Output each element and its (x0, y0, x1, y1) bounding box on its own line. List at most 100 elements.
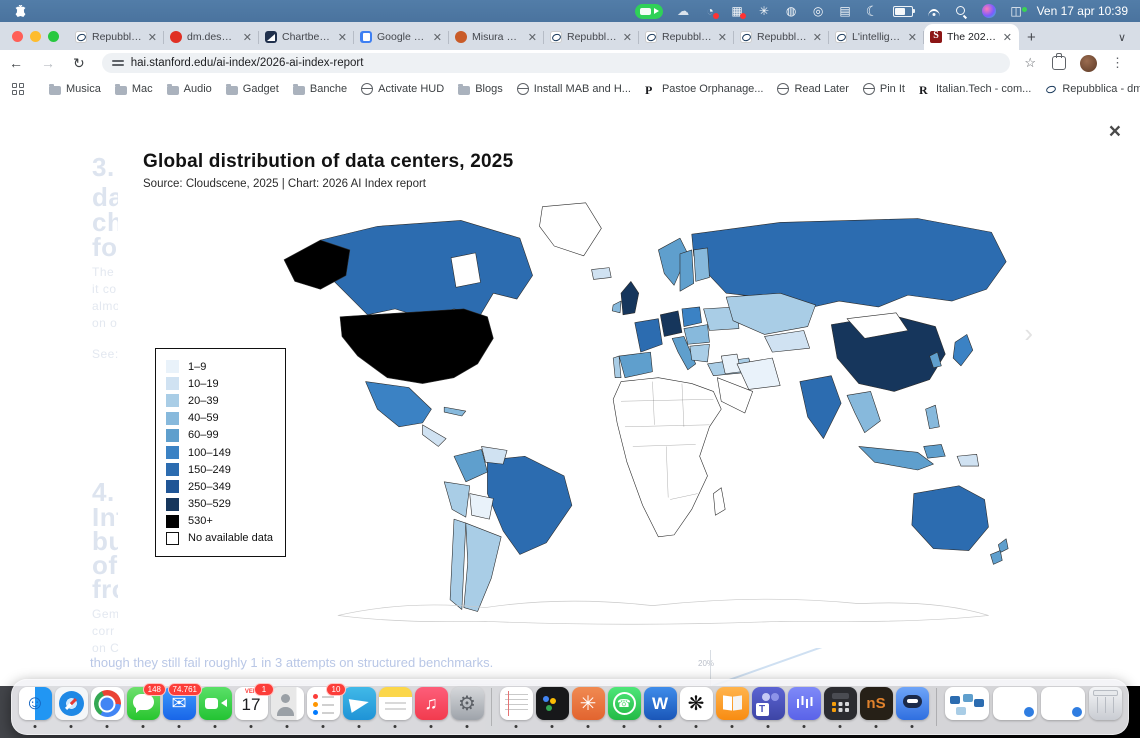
settings-item[interactable] (450, 687, 484, 728)
notes-item[interactable] (378, 687, 412, 728)
trash-item[interactable] (1088, 687, 1122, 727)
tab-search-button[interactable]: ∨ (1117, 32, 1126, 44)
tab-close-icon[interactable]: ✕ (717, 31, 727, 44)
menu-item[interactable] (157, 8, 177, 14)
window-doc-thumb-item[interactable] (992, 687, 1038, 727)
banche-item[interactable]: Banche (286, 80, 354, 98)
menu-item[interactable] (97, 8, 117, 14)
finder-item[interactable] (18, 687, 52, 728)
pastoe-item[interactable]: Pastoe Orphanage... (638, 80, 771, 98)
facetime-item[interactable] (198, 687, 232, 728)
repubblica-dmd-item[interactable]: Repubblica - dm.d... (1038, 80, 1140, 98)
apps-grid-icon[interactable] (12, 83, 24, 95)
passwords-item[interactable] (535, 687, 569, 728)
textedit-item[interactable] (499, 687, 533, 728)
tab-close-icon[interactable]: ✕ (622, 31, 632, 44)
cloud-status-icon[interactable] (677, 4, 690, 18)
chrome-item[interactable] (90, 687, 124, 728)
whatsapp-item[interactable] (607, 687, 641, 728)
moon-status-icon[interactable] (866, 4, 879, 18)
battery-status-icon[interactable] (892, 5, 915, 17)
new-tab-button[interactable]: + (1027, 29, 1036, 46)
reminders-item[interactable]: 10 (306, 683, 346, 728)
pin-it-item[interactable]: Pin It (856, 80, 912, 98)
menu-item[interactable] (77, 8, 97, 14)
camera-pill-status-icon[interactable] (634, 3, 663, 19)
calendar-item[interactable]: ven 17 1 (234, 683, 274, 728)
install-mab-item[interactable]: Install MAB and H... (510, 80, 638, 98)
menu-item[interactable] (137, 8, 157, 14)
extensions-icon[interactable] (1052, 53, 1066, 70)
apple-menu-icon[interactable] (15, 4, 26, 17)
close-window-button[interactable] (12, 31, 23, 42)
tab-close-icon[interactable]: ✕ (527, 31, 537, 44)
fast-user-switch-status-icon[interactable] (1010, 4, 1027, 18)
menu-item[interactable] (117, 8, 137, 14)
menu-item[interactable] (177, 8, 197, 14)
browser-tab[interactable]: Google News ✕ (354, 24, 449, 50)
menu-clock[interactable]: Ven 17 apr 10:39 (1036, 4, 1128, 18)
activate-hud-item[interactable]: Activate HUD (354, 80, 451, 98)
address-bar[interactable]: hai.stanford.edu/ai-index/2026-ai-index-… (101, 53, 1011, 73)
target-status-icon[interactable] (812, 4, 825, 18)
menu-item[interactable] (197, 8, 217, 14)
mail-item[interactable]: 74.761 (162, 683, 202, 728)
zoom-window-button[interactable] (48, 31, 59, 42)
pza-circle-status-icon[interactable] (785, 4, 798, 18)
books-item[interactable] (715, 687, 749, 728)
browser-tab[interactable]: Repubblica - ✕ (544, 24, 639, 50)
safari-item[interactable] (54, 687, 88, 728)
browser-tab[interactable]: Chartbeat | Si ✕ (259, 24, 354, 50)
browser-update-status-icon[interactable] (704, 4, 719, 19)
snowflake-status-icon[interactable] (758, 4, 771, 18)
site-info-icon[interactable] (111, 58, 124, 68)
word-item[interactable] (643, 687, 677, 728)
search-status-icon[interactable] (955, 5, 968, 18)
browser-tab[interactable]: The 2026 AI I ✕ (924, 24, 1019, 50)
keyboard-status-icon[interactable] (839, 4, 852, 18)
voice-app-item[interactable] (787, 687, 821, 728)
chatgpt-item[interactable] (679, 687, 713, 728)
tab-close-icon[interactable]: ✕ (432, 31, 442, 44)
italian-tech-item[interactable]: Italian.Tech - com... (912, 80, 1038, 98)
telegram-item[interactable] (342, 687, 376, 728)
forward-button[interactable]: → (41, 55, 55, 71)
ns-app-item[interactable]: nS (859, 687, 893, 728)
bookmark-star-icon[interactable]: ☆ (1024, 55, 1036, 70)
browser-tab[interactable]: Repubblica - ✕ (69, 24, 164, 50)
audio-item[interactable]: Audio (160, 80, 219, 98)
siri-status-icon[interactable] (981, 4, 996, 18)
window-map-thumb-item[interactable] (944, 687, 990, 727)
browser-tab[interactable]: Repubblica - ✕ (734, 24, 829, 50)
url-text[interactable]: hai.stanford.edu/ai-index/2026-ai-index-… (130, 57, 364, 69)
music-item[interactable] (414, 687, 448, 728)
robot-app-item[interactable] (895, 687, 929, 728)
window-doc-thumb2-item[interactable] (1040, 687, 1086, 727)
wifi-status-icon[interactable] (927, 6, 941, 17)
tab-close-icon[interactable]: ✕ (812, 31, 822, 44)
close-modal-icon[interactable]: × (1108, 120, 1121, 143)
app-store-badge-status-icon[interactable] (731, 4, 746, 19)
calculator-item[interactable] (823, 687, 857, 728)
contacts-item[interactable] (270, 687, 304, 728)
mac-item[interactable]: Mac (108, 80, 160, 98)
read-later-item[interactable]: Read Later (770, 80, 855, 98)
profile-avatar[interactable] (1080, 54, 1097, 72)
chrome-menu-icon[interactable]: ⋮ (1111, 55, 1124, 70)
tab-close-icon[interactable]: ✕ (1002, 31, 1012, 44)
browser-tab[interactable]: dm.desk fron ✕ (164, 24, 259, 50)
gadget-item[interactable]: Gadget (219, 80, 286, 98)
blogs-item[interactable]: Blogs (451, 80, 510, 98)
tab-close-icon[interactable]: ✕ (242, 31, 252, 44)
tab-close-icon[interactable]: ✕ (907, 31, 917, 44)
messages-item[interactable]: 148 (126, 683, 166, 728)
minimize-window-button[interactable] (30, 31, 41, 42)
back-button[interactable]: ← (9, 55, 23, 71)
tab-close-icon[interactable]: ✕ (147, 31, 157, 44)
burst-app-item[interactable] (571, 687, 605, 728)
browser-tab[interactable]: Misura di sicu ✕ (449, 24, 544, 50)
tab-close-icon[interactable]: ✕ (337, 31, 347, 44)
browser-tab[interactable]: L'intelligenza ✕ (829, 24, 924, 50)
browser-tab[interactable]: Repubblica - ✕ (639, 24, 734, 50)
menu-item[interactable] (217, 8, 237, 14)
